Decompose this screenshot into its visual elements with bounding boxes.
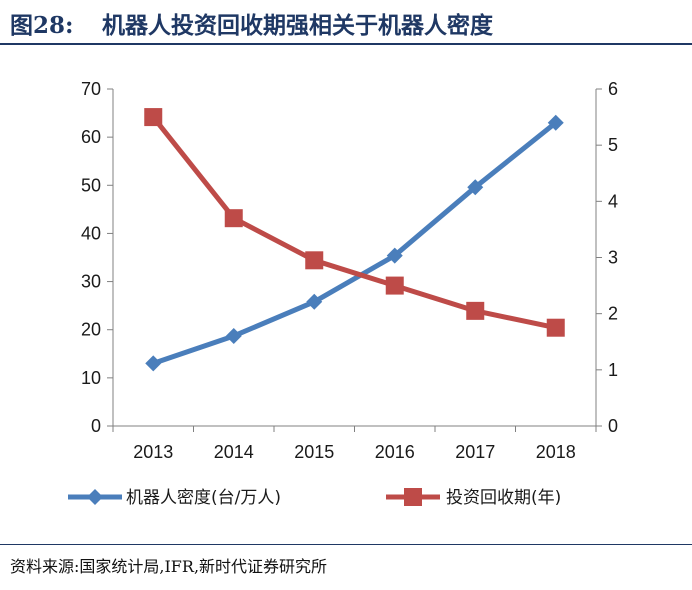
- figure-title: 机器人投资回收期强相关于机器人密度: [102, 12, 493, 39]
- series-point: [224, 209, 243, 228]
- x-tick-label: 2014: [214, 442, 254, 462]
- x-tick-label: 2015: [294, 442, 334, 462]
- left-axis-ticks: 0 10 20 30 40 50 60 70: [81, 79, 113, 436]
- series-point: [386, 247, 403, 264]
- left-tick-label: 20: [81, 320, 101, 340]
- left-tick-label: 50: [81, 175, 101, 195]
- legend-label: 投资回收期(年): [446, 488, 561, 508]
- right-tick-label: 0: [608, 416, 618, 436]
- x-tick-label: 2017: [455, 442, 495, 462]
- series-point: [225, 327, 242, 344]
- header-rule: [0, 43, 692, 45]
- right-tick-label: 5: [608, 135, 618, 155]
- figure-number: 图28:: [10, 12, 74, 39]
- series-point: [466, 301, 485, 320]
- right-axis-ticks: 0 1 2 3 4 5 6: [596, 79, 618, 436]
- series-point: [305, 251, 324, 270]
- footer-rule: [0, 544, 692, 545]
- left-tick-label: 60: [81, 127, 101, 147]
- series-point: [385, 276, 404, 295]
- series-point: [467, 179, 484, 196]
- x-axis-ticks: 2013 2014 2015 2016 2017 2018: [112, 426, 597, 462]
- x-tick-label: 2016: [375, 442, 415, 462]
- legend-marker: [404, 488, 422, 506]
- series-point: [306, 293, 323, 310]
- x-tick-label: 2013: [133, 442, 173, 462]
- figure-header: 图28: 机器人投资回收期强相关于机器人密度: [0, 0, 692, 44]
- series-line: [152, 120, 558, 366]
- series-line: [151, 115, 557, 331]
- series-point: [547, 114, 564, 131]
- x-tick-label: 2018: [536, 442, 576, 462]
- chart-axes: [112, 89, 597, 427]
- left-tick-label: 0: [91, 416, 101, 436]
- left-tick-label: 30: [81, 272, 101, 292]
- legend-marker: [87, 489, 103, 505]
- left-tick-label: 10: [81, 368, 101, 388]
- right-tick-label: 6: [608, 79, 618, 99]
- left-tick-label: 40: [81, 223, 101, 243]
- series-point: [546, 318, 565, 337]
- right-tick-label: 1: [608, 360, 618, 380]
- right-tick-label: 2: [608, 304, 618, 324]
- chart-series: [144, 108, 565, 372]
- right-tick-label: 4: [608, 191, 618, 211]
- chart-legend: 机器人密度(台/万人) 投资回收期(年): [68, 488, 561, 508]
- source-note: 资料来源:国家统计局,IFR,新时代证券研究所: [10, 557, 328, 576]
- series-point: [145, 355, 162, 372]
- series-point: [144, 108, 163, 127]
- left-tick-label: 70: [81, 79, 101, 99]
- legend-label: 机器人密度(台/万人): [126, 488, 281, 508]
- right-tick-label: 3: [608, 248, 618, 268]
